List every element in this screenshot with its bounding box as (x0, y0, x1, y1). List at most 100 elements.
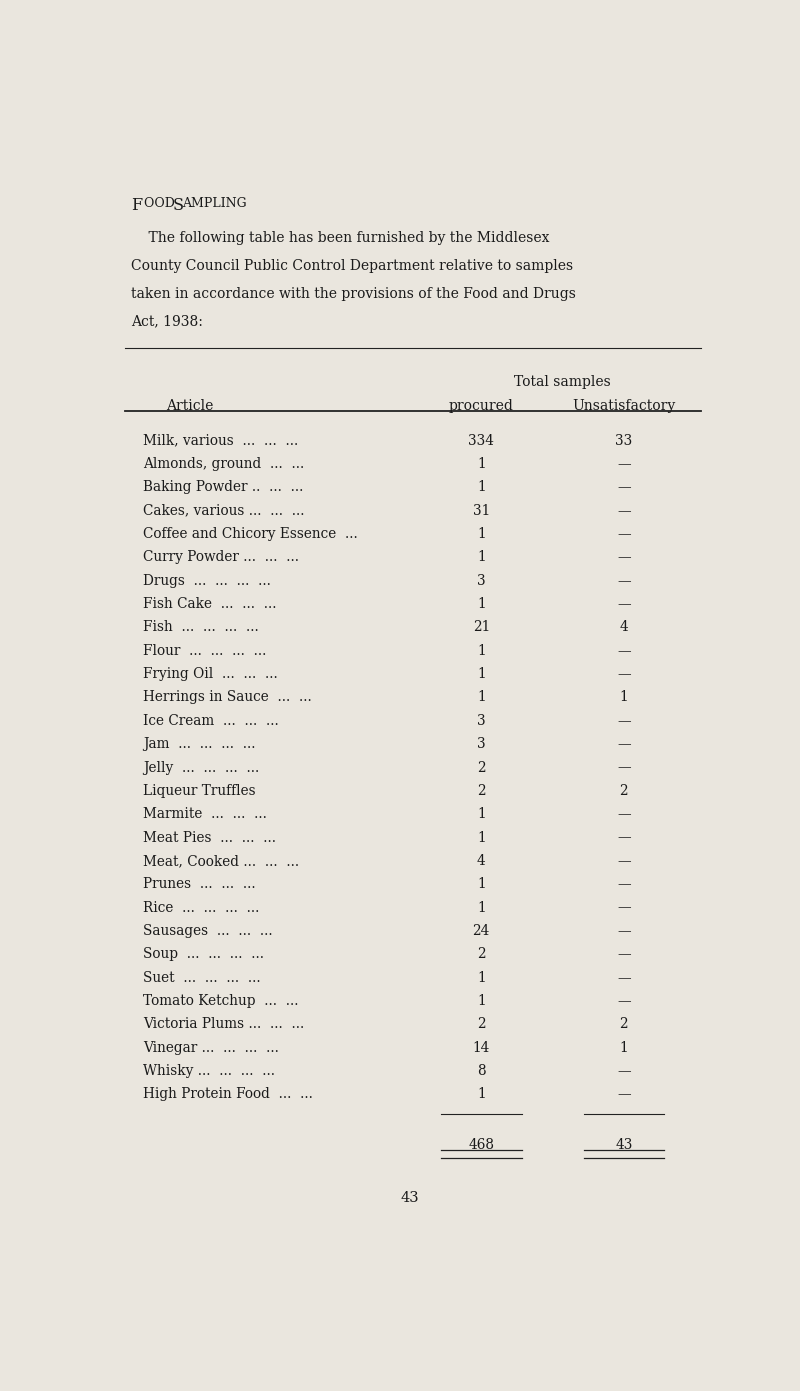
Text: 8: 8 (477, 1064, 486, 1078)
Text: Milk, various  ...  ...  ...: Milk, various ... ... ... (143, 434, 298, 448)
Text: Fish  ...  ...  ...  ...: Fish ... ... ... ... (143, 620, 259, 634)
Text: Rice  ...  ...  ...  ...: Rice ... ... ... ... (143, 900, 260, 915)
Text: —: — (617, 1088, 630, 1102)
Text: Unsatisfactory: Unsatisfactory (572, 399, 675, 413)
Text: Whisky ...  ...  ...  ...: Whisky ... ... ... ... (143, 1064, 275, 1078)
Text: 1: 1 (477, 551, 486, 565)
Text: 3: 3 (477, 714, 486, 727)
Text: Article: Article (166, 399, 214, 413)
Text: High Protein Food  ...  ...: High Protein Food ... ... (143, 1088, 314, 1102)
Text: 2: 2 (477, 785, 486, 798)
Text: 24: 24 (473, 924, 490, 938)
Text: County Council Public Control Department relative to samples: County Council Public Control Department… (131, 259, 573, 273)
Text: —: — (617, 527, 630, 541)
Text: 1: 1 (477, 900, 486, 915)
Text: The following table has been furnished by the Middlesex: The following table has been furnished b… (131, 231, 550, 245)
Text: Meat Pies  ...  ...  ...: Meat Pies ... ... ... (143, 830, 277, 844)
Text: —: — (617, 737, 630, 751)
Text: Soup  ...  ...  ...  ...: Soup ... ... ... ... (143, 947, 264, 961)
Text: Sausages  ...  ...  ...: Sausages ... ... ... (143, 924, 273, 938)
Text: —: — (617, 458, 630, 472)
Text: 1: 1 (477, 1088, 486, 1102)
Text: 1: 1 (619, 690, 628, 704)
Text: 1: 1 (477, 690, 486, 704)
Text: —: — (617, 854, 630, 868)
Text: AMPLING: AMPLING (182, 198, 247, 210)
Text: 31: 31 (473, 504, 490, 517)
Text: 43: 43 (615, 1138, 633, 1152)
Text: Meat, Cooked ...  ...  ...: Meat, Cooked ... ... ... (143, 854, 299, 868)
Text: 2: 2 (619, 1017, 628, 1031)
Text: 4: 4 (619, 620, 628, 634)
Text: Victoria Plums ...  ...  ...: Victoria Plums ... ... ... (143, 1017, 305, 1031)
Text: —: — (617, 714, 630, 727)
Text: procured: procured (449, 399, 514, 413)
Text: Curry Powder ...  ...  ...: Curry Powder ... ... ... (143, 551, 299, 565)
Text: —: — (617, 668, 630, 682)
Text: —: — (617, 551, 630, 565)
Text: 1: 1 (477, 971, 486, 985)
Text: 21: 21 (473, 620, 490, 634)
Text: 33: 33 (615, 434, 633, 448)
Text: 14: 14 (473, 1040, 490, 1054)
Text: Flour  ...  ...  ...  ...: Flour ... ... ... ... (143, 644, 266, 658)
Text: —: — (617, 504, 630, 517)
Text: 334: 334 (468, 434, 494, 448)
Text: —: — (617, 644, 630, 658)
Text: taken in accordance with the provisions of the Food and Drugs: taken in accordance with the provisions … (131, 287, 576, 300)
Text: Vinegar ...  ...  ...  ...: Vinegar ... ... ... ... (143, 1040, 279, 1054)
Text: —: — (617, 830, 630, 844)
Text: Marmite  ...  ...  ...: Marmite ... ... ... (143, 807, 267, 821)
Text: 1: 1 (477, 668, 486, 682)
Text: 2: 2 (477, 947, 486, 961)
Text: Tomato Ketchup  ...  ...: Tomato Ketchup ... ... (143, 995, 299, 1008)
Text: Coffee and Chicory Essence  ...: Coffee and Chicory Essence ... (143, 527, 358, 541)
Text: 1: 1 (619, 1040, 628, 1054)
Text: Suet  ...  ...  ...  ...: Suet ... ... ... ... (143, 971, 261, 985)
Text: —: — (617, 1064, 630, 1078)
Text: —: — (617, 995, 630, 1008)
Text: 4: 4 (477, 854, 486, 868)
Text: —: — (617, 878, 630, 892)
Text: 1: 1 (477, 480, 486, 494)
Text: Fish Cake  ...  ...  ...: Fish Cake ... ... ... (143, 597, 277, 611)
Text: Cakes, various ...  ...  ...: Cakes, various ... ... ... (143, 504, 305, 517)
Text: 1: 1 (477, 644, 486, 658)
Text: 3: 3 (477, 737, 486, 751)
Text: 2: 2 (619, 785, 628, 798)
Text: 43: 43 (401, 1191, 419, 1205)
Text: —: — (617, 971, 630, 985)
Text: OOD: OOD (144, 198, 179, 210)
Text: 1: 1 (477, 878, 486, 892)
Text: —: — (617, 573, 630, 588)
Text: —: — (617, 807, 630, 821)
Text: 1: 1 (477, 995, 486, 1008)
Text: 1: 1 (477, 597, 486, 611)
Text: —: — (617, 900, 630, 915)
Text: Jam  ...  ...  ...  ...: Jam ... ... ... ... (143, 737, 256, 751)
Text: —: — (617, 924, 630, 938)
Text: 1: 1 (477, 458, 486, 472)
Text: Herrings in Sauce  ...  ...: Herrings in Sauce ... ... (143, 690, 312, 704)
Text: F: F (131, 198, 142, 214)
Text: 2: 2 (477, 1017, 486, 1031)
Text: 1: 1 (477, 830, 486, 844)
Text: 3: 3 (477, 573, 486, 588)
Text: 468: 468 (468, 1138, 494, 1152)
Text: 1: 1 (477, 527, 486, 541)
Text: Baking Powder ..  ...  ...: Baking Powder .. ... ... (143, 480, 304, 494)
Text: Ice Cream  ...  ...  ...: Ice Cream ... ... ... (143, 714, 279, 727)
Text: Act, 1938:: Act, 1938: (131, 314, 203, 328)
Text: Jelly  ...  ...  ...  ...: Jelly ... ... ... ... (143, 761, 260, 775)
Text: Frying Oil  ...  ...  ...: Frying Oil ... ... ... (143, 668, 278, 682)
Text: Prunes  ...  ...  ...: Prunes ... ... ... (143, 878, 256, 892)
Text: —: — (617, 761, 630, 775)
Text: Total samples: Total samples (514, 374, 610, 388)
Text: Almonds, ground  ...  ...: Almonds, ground ... ... (143, 458, 305, 472)
Text: Liqueur Truffles: Liqueur Truffles (143, 785, 256, 798)
Text: 1: 1 (477, 807, 486, 821)
Text: S: S (173, 198, 183, 214)
Text: 2: 2 (477, 761, 486, 775)
Text: —: — (617, 597, 630, 611)
Text: —: — (617, 480, 630, 494)
